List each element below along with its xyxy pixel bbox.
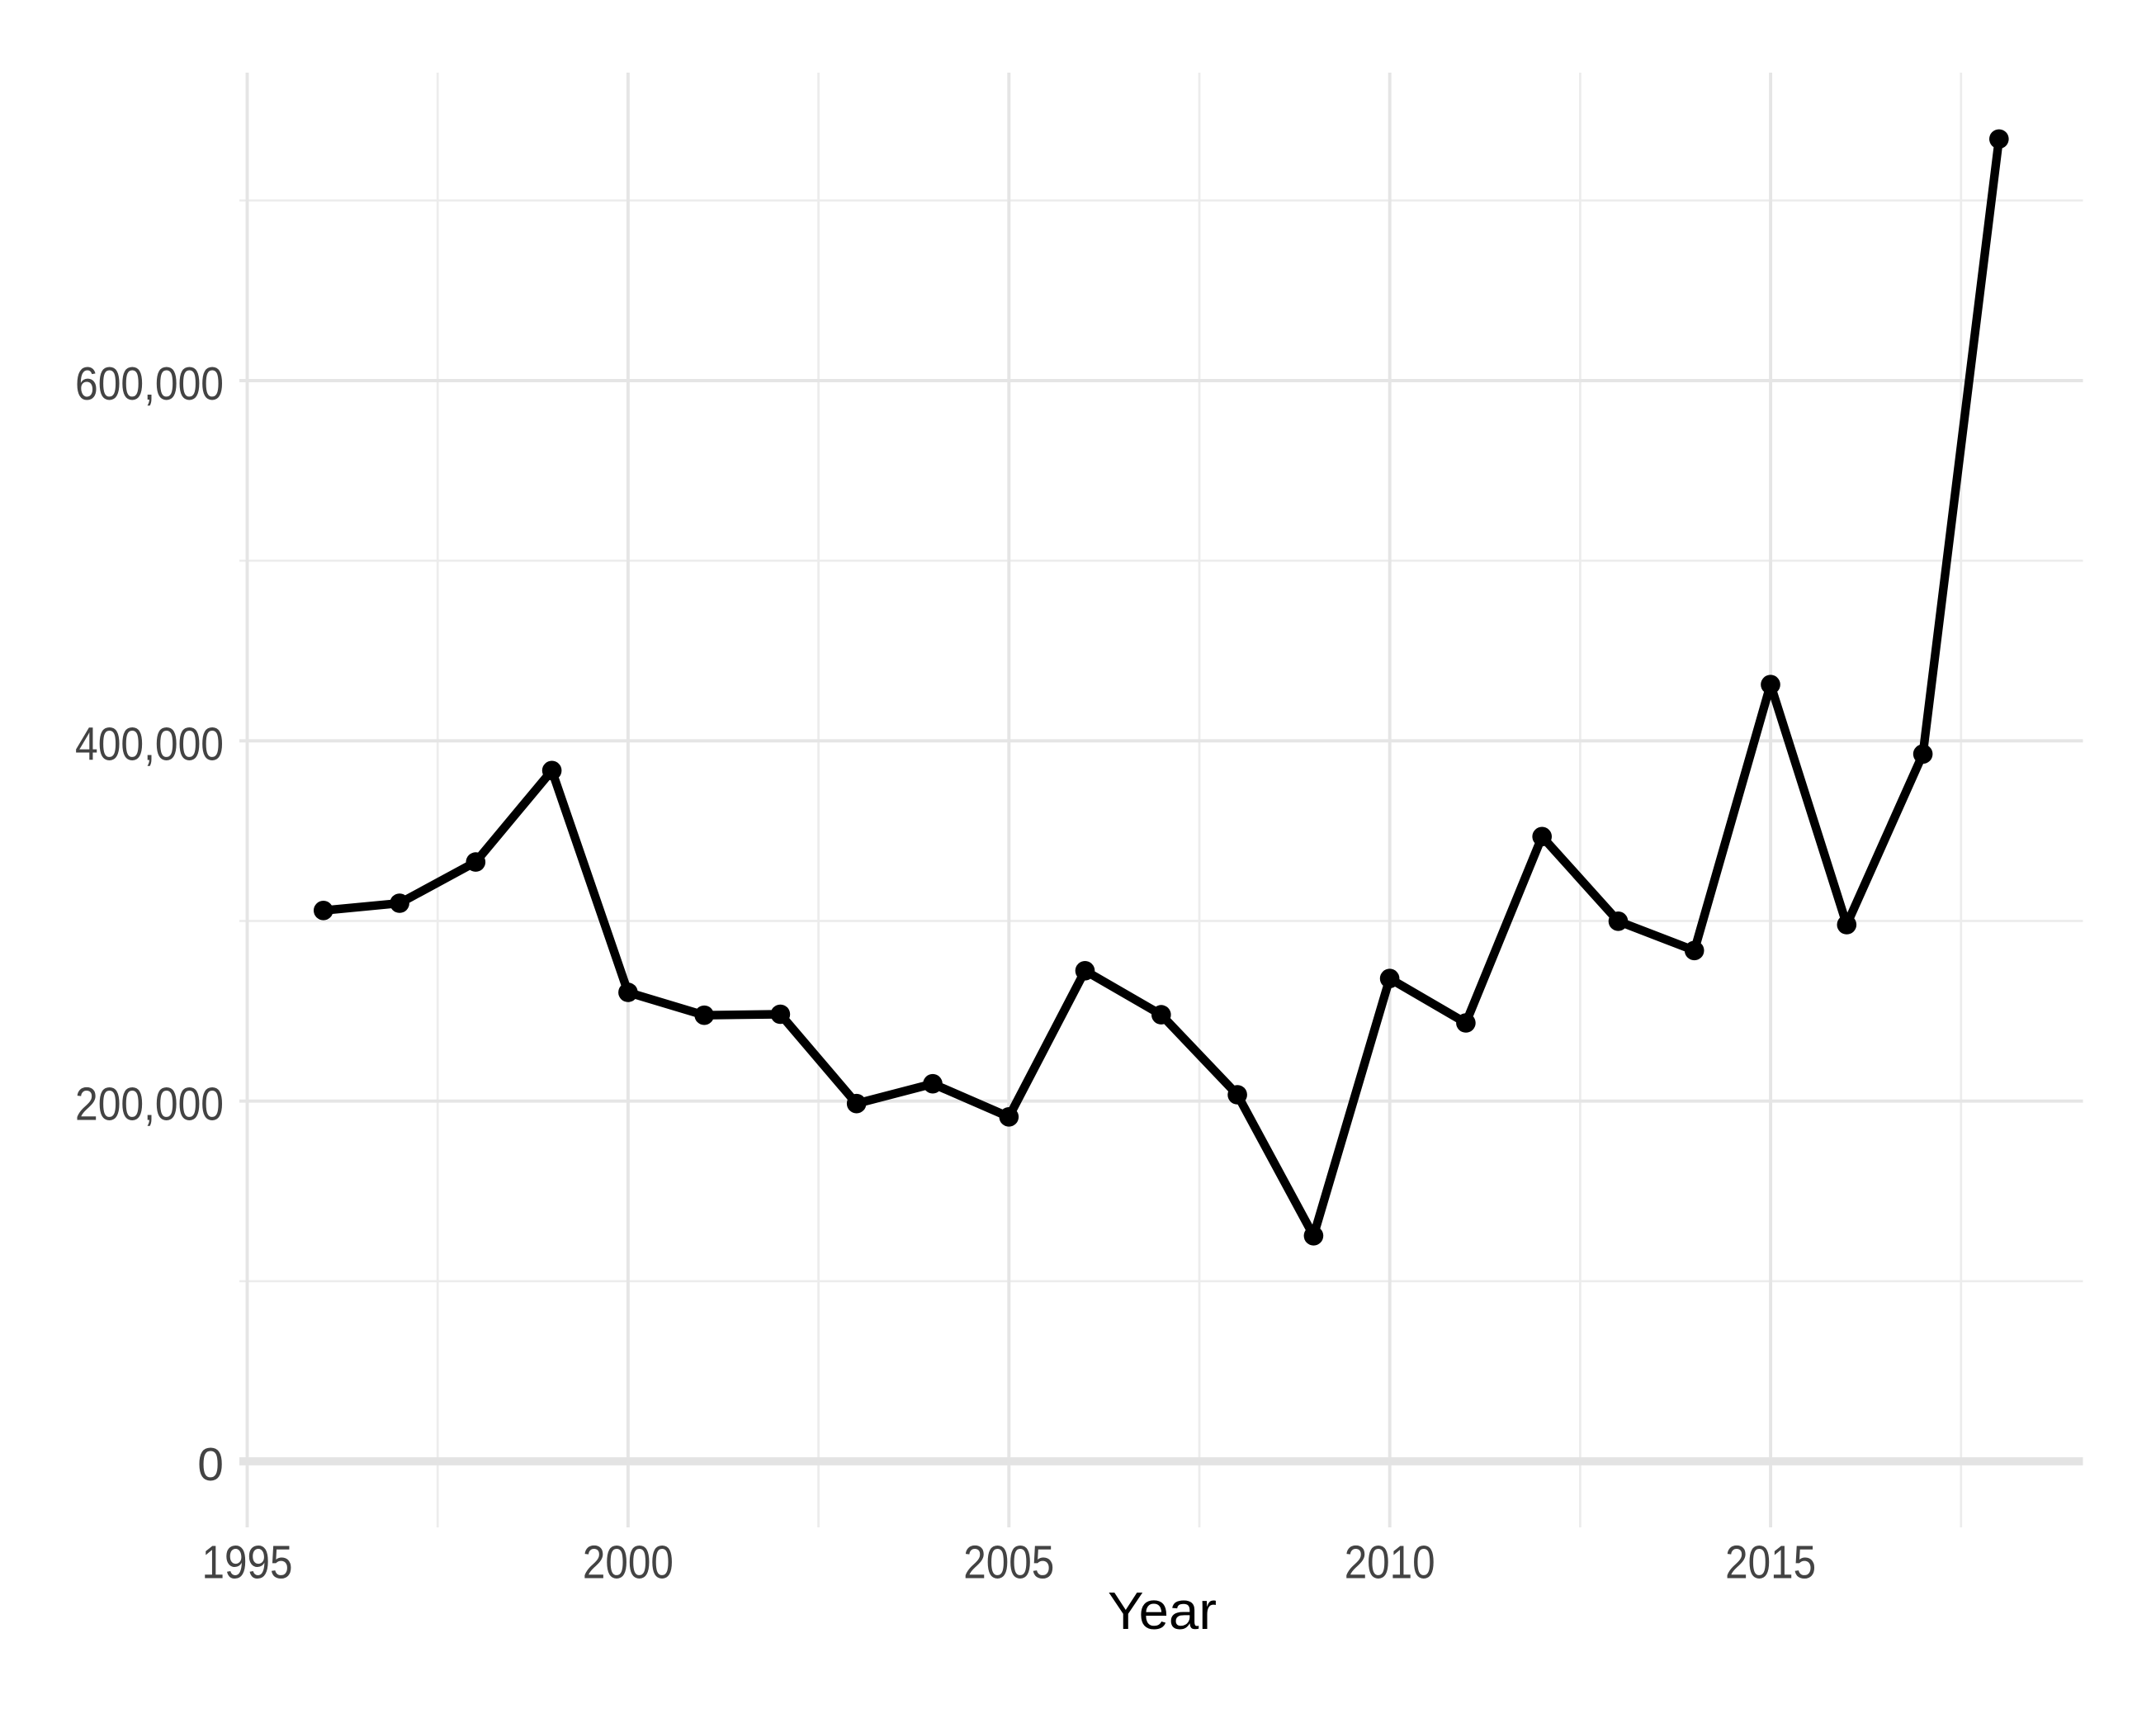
svg-text:2010: 2010 [1345,1536,1435,1589]
svg-text:0: 0 [197,1438,224,1491]
svg-text:2015: 2015 [1725,1536,1816,1589]
svg-text:2005: 2005 [963,1536,1054,1589]
svg-text:1995: 1995 [202,1536,293,1589]
svg-text:200,000: 200,000 [75,1078,224,1131]
svg-text:Year: Year [1108,1581,1217,1640]
svg-text:2000: 2000 [583,1536,674,1589]
svg-text:400,000: 400,000 [75,717,224,770]
svg-text:600,000: 600,000 [75,357,224,410]
